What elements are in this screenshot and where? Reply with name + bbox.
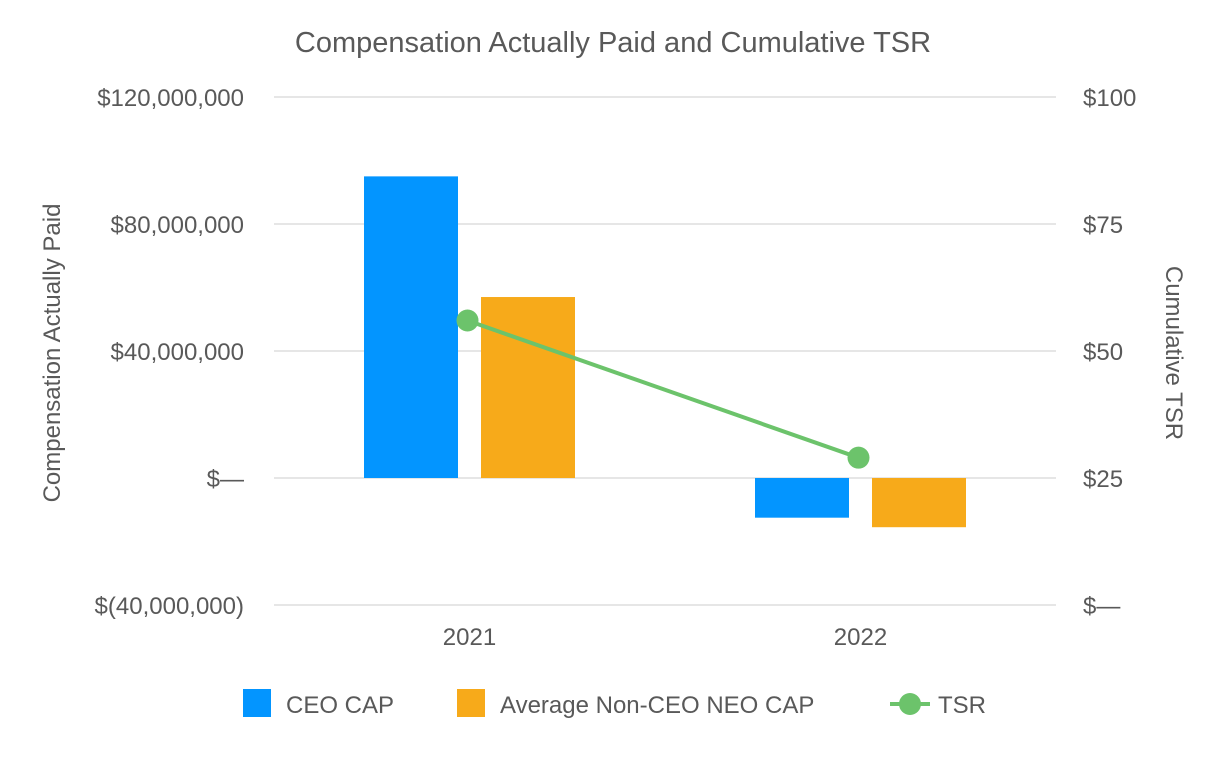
right-tick-label: $75 [1083,212,1123,239]
legend-label-ceo-cap: CEO CAP [286,692,394,719]
bar-ceo-cap [364,176,458,478]
right-axis-title: Cumulative TSR [1160,266,1187,440]
legend-label-average-non-ceo-neo-cap: Average Non-CEO NEO CAP [500,692,814,719]
legend-swatch-ceo-cap [243,689,271,717]
left-tick-label: $80,000,000 [111,212,244,239]
right-axis-ticks: $— $25 $50 $75 $100 [1083,85,1136,620]
tsr-point [847,446,870,469]
bar-average-non-ceo-neo-cap [872,478,966,528]
left-tick-label: $40,000,000 [111,339,244,366]
left-tick-label: $— [207,466,244,493]
right-tick-label: $— [1083,593,1120,620]
tsr-point [456,309,479,332]
legend-swatch-marker-tsr [899,693,921,715]
right-tick-label: $25 [1083,466,1123,493]
legend-label-tsr: TSR [938,692,986,719]
left-axis-title: Compensation Actually Paid [39,204,66,503]
bar-average-non-ceo-neo-cap [481,297,575,478]
tsr-line [456,309,870,469]
legend-swatch-average-non-ceo-neo-cap [457,689,485,717]
legend: CEO CAP Average Non-CEO NEO CAP TSR [243,689,986,719]
tsr-series-line [466,318,860,460]
x-axis-ticks: 2021 2022 [443,624,887,651]
left-axis-ticks: $(40,000,000) $— $40,000,000 $80,000,000 $12… [95,85,244,620]
left-tick-label: $120,000,000 [97,85,244,112]
left-tick-label: $(40,000,000) [95,593,244,620]
bar-ceo-cap [755,478,849,518]
chart-title: Compensation Actually Paid and Cumulativ… [295,27,931,59]
bars [364,176,966,528]
right-tick-label: $100 [1083,85,1136,112]
right-tick-label: $50 [1083,339,1123,366]
x-tick-label: 2022 [834,624,887,651]
x-tick-label: 2021 [443,624,496,651]
